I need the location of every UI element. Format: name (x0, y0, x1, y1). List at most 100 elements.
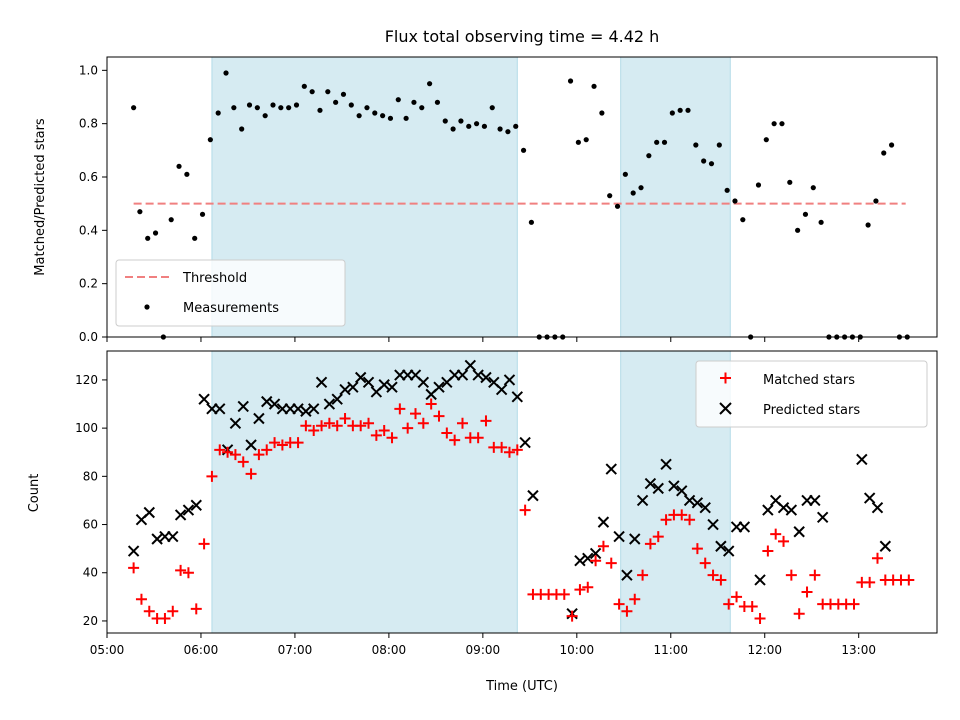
measurement-point (888, 142, 895, 148)
predicted-star-point (480, 371, 492, 384)
measurement-point (137, 209, 143, 215)
predicted-star-point (143, 506, 155, 519)
predicted-star-point (323, 398, 336, 410)
x-tick-label: 11:00 (653, 643, 688, 657)
predicted-star-point (589, 547, 602, 560)
shaded-interval (211, 350, 518, 634)
measurement-point (145, 235, 151, 241)
predicted-star-point (237, 400, 249, 413)
measurement-point (231, 105, 237, 111)
matched-star-point (222, 446, 234, 458)
x-tick-label: 08:00 (372, 643, 407, 657)
measurement-point (215, 110, 221, 116)
bottom-panel: 20 40 60 80 100 120 05:00 06:00 07:00 08:00 09:00… (27, 350, 938, 694)
predicted-star-point (268, 398, 281, 410)
matched-star-point (503, 446, 515, 458)
measurement-point (740, 217, 746, 223)
matched-star-point (582, 581, 594, 593)
measurement-point (131, 105, 137, 111)
y-tick-label: 60 (83, 518, 98, 532)
matched-star-point (331, 420, 343, 432)
matched-star-point (731, 591, 743, 603)
matched-star-point (182, 567, 194, 579)
predicted-star-point (660, 458, 672, 470)
predicted-star-point (754, 574, 766, 586)
measurement-point (591, 83, 597, 89)
predicted-star-point (245, 439, 257, 451)
matched-star-point (394, 403, 406, 415)
matched-star-point (496, 441, 508, 453)
matched-star-point (903, 574, 915, 586)
matched-star-point (175, 564, 187, 576)
measurement-point (411, 99, 417, 105)
measurement-point (818, 219, 824, 225)
matched-star-point (370, 429, 382, 441)
predicted-star-point (676, 485, 688, 497)
legend-predicted-swatch (719, 402, 732, 415)
measurement-point (481, 123, 488, 129)
matched-star-point (691, 543, 703, 555)
measurement-point (497, 126, 503, 132)
top-x-ticks (106, 337, 860, 342)
predicted-star-point (315, 376, 328, 389)
matched-star-point (425, 398, 437, 410)
matched-star-point (793, 608, 805, 620)
measurement-point (489, 105, 495, 111)
predicted-star-point (127, 545, 140, 557)
predicted-star-point (378, 379, 390, 391)
matched-star-point (723, 598, 735, 610)
matched-star-point (472, 432, 484, 444)
predicted-star-point (621, 569, 633, 581)
shaded-interval (620, 56, 731, 338)
y-tick-label: 80 (83, 469, 98, 483)
predicted-stars-points (127, 359, 892, 620)
predicted-star-point (644, 477, 657, 490)
measurement-point (199, 211, 206, 217)
matched-star-point (300, 420, 312, 432)
measurement-point (795, 227, 801, 233)
x-tick-label: 07:00 (278, 643, 313, 657)
predicted-star-point (354, 371, 367, 384)
measurement-point (802, 211, 809, 217)
matched-star-point (402, 422, 414, 434)
matched-star-point (410, 408, 422, 420)
predicted-star-point (229, 417, 242, 430)
measurement-point (309, 89, 315, 95)
matched-star-point (676, 509, 688, 521)
measurement-point (693, 142, 699, 148)
y-tick-label: 40 (83, 566, 98, 580)
matched-star-point (308, 425, 320, 437)
measurement-point (787, 179, 793, 185)
legend-predicted-label: Predicted stars (763, 403, 860, 418)
predicted-star-point (723, 545, 735, 557)
predicted-star-point (816, 511, 829, 524)
top-y-axis-label: Matched/Predicted stars (33, 118, 48, 276)
legend-measurements-swatch (144, 304, 150, 310)
matched-star-point (715, 574, 727, 586)
predicted-star-point (652, 482, 664, 495)
measurement-point (669, 110, 675, 116)
measurement-point (708, 161, 715, 167)
measurement-point (317, 107, 323, 113)
matched-star-point (339, 412, 351, 424)
matched-star-point (558, 588, 570, 600)
matched-star-point (441, 427, 453, 439)
matched-star-point (316, 420, 328, 432)
measurement-point (176, 163, 182, 169)
bottom-shaded-intervals (211, 350, 731, 634)
legend-matched-label: Matched stars (763, 373, 855, 388)
matched-star-point (159, 613, 171, 625)
predicted-star-point (527, 489, 539, 502)
measurement-point (333, 99, 339, 105)
top-plot-frame (106, 56, 938, 338)
predicted-star-point (174, 509, 187, 521)
bottom-legend-box (695, 360, 928, 428)
y-tick-label: 0.2 (79, 277, 98, 291)
measurement-point (364, 105, 370, 111)
measurement-point (380, 113, 386, 119)
predicted-star-point (871, 501, 884, 514)
matched-star-point (629, 593, 641, 605)
matched-star-point (809, 569, 821, 581)
matched-star-point (770, 528, 782, 540)
measurement-point (614, 203, 621, 209)
